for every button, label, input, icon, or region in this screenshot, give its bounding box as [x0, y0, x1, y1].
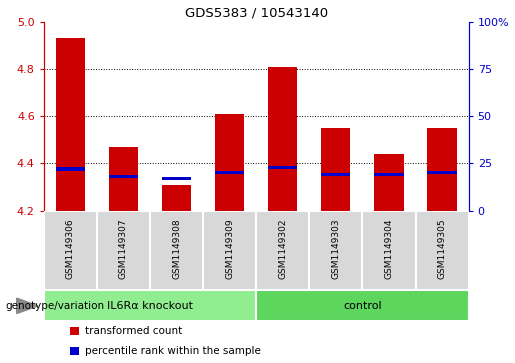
Text: IL6Rα knockout: IL6Rα knockout: [107, 301, 193, 311]
Bar: [321, 128, 351, 211]
Bar: [215, 171, 244, 174]
Bar: [56, 38, 85, 211]
Text: GSM1149309: GSM1149309: [225, 219, 234, 279]
Bar: [44, 211, 97, 290]
Text: control: control: [343, 301, 382, 311]
Bar: [109, 175, 138, 178]
Bar: [44, 290, 256, 321]
Text: transformed count: transformed count: [85, 326, 182, 336]
Bar: [310, 211, 363, 290]
Bar: [162, 177, 191, 180]
Bar: [109, 147, 138, 211]
Bar: [374, 173, 404, 176]
Bar: [268, 166, 297, 169]
Text: GSM1149303: GSM1149303: [331, 219, 340, 279]
Text: GSM1149302: GSM1149302: [278, 219, 287, 279]
Bar: [56, 167, 85, 171]
Text: genotype/variation: genotype/variation: [5, 301, 104, 311]
Polygon shape: [17, 298, 38, 314]
Bar: [150, 211, 203, 290]
Bar: [215, 114, 244, 211]
Bar: [268, 67, 297, 211]
Bar: [374, 154, 404, 211]
Bar: [363, 211, 416, 290]
Bar: [162, 185, 191, 211]
Text: GSM1149307: GSM1149307: [119, 219, 128, 279]
Text: GSM1149308: GSM1149308: [172, 219, 181, 279]
Bar: [203, 211, 256, 290]
Bar: [427, 171, 457, 174]
Text: percentile rank within the sample: percentile rank within the sample: [85, 346, 261, 356]
Bar: [256, 211, 310, 290]
Bar: [416, 211, 469, 290]
Bar: [256, 290, 469, 321]
Title: GDS5383 / 10543140: GDS5383 / 10543140: [185, 6, 328, 19]
Bar: [427, 128, 457, 211]
Text: GSM1149305: GSM1149305: [438, 219, 447, 279]
Bar: [97, 211, 150, 290]
Text: GSM1149306: GSM1149306: [66, 219, 75, 279]
Bar: [321, 173, 351, 176]
Text: GSM1149304: GSM1149304: [385, 219, 393, 279]
